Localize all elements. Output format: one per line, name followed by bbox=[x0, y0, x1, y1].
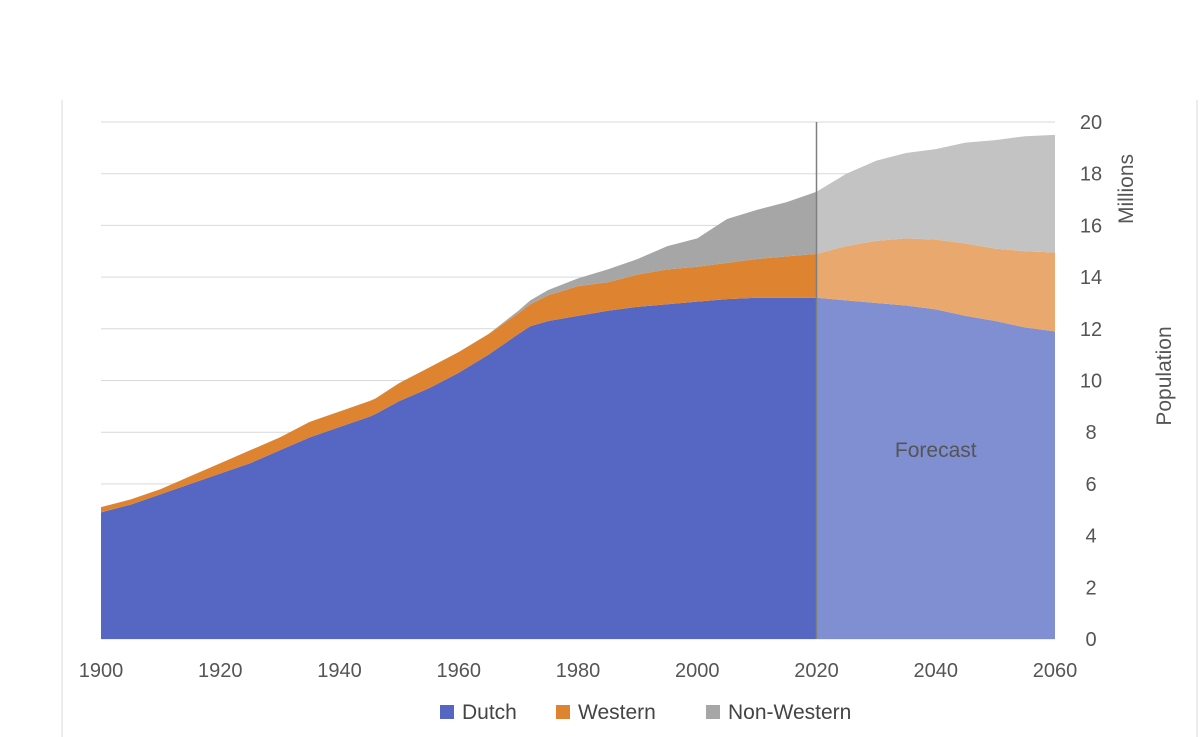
legend-swatch-dutch bbox=[440, 705, 454, 719]
area-non-western-historical bbox=[101, 191, 817, 508]
y-tick-label-14: 14 bbox=[1080, 267, 1102, 289]
area-dutch-historical bbox=[101, 297, 817, 639]
y-tick-label-8: 8 bbox=[1085, 422, 1096, 444]
y-tick-label-2: 2 bbox=[1085, 577, 1096, 599]
x-tick-label-1960: 1960 bbox=[437, 660, 482, 682]
y-tick-label-20: 20 bbox=[1080, 112, 1102, 134]
forecast-area-series bbox=[816, 134, 1055, 639]
x-tick-label-1940: 1940 bbox=[317, 660, 362, 682]
x-tick-label-2060: 2060 bbox=[1033, 660, 1078, 682]
y-tick-label-18: 18 bbox=[1080, 164, 1102, 186]
legend-label-western: Western bbox=[578, 701, 656, 724]
legend-swatch-western bbox=[556, 705, 570, 719]
x-tick-label-2020: 2020 bbox=[794, 660, 839, 682]
y-tick-label-0: 0 bbox=[1085, 629, 1096, 651]
y-tick-label-4: 4 bbox=[1085, 526, 1096, 548]
x-tick-label-2000: 2000 bbox=[675, 660, 720, 682]
area-series bbox=[101, 191, 817, 639]
area-western-historical bbox=[101, 253, 817, 513]
y-tick-label-10: 10 bbox=[1080, 371, 1102, 393]
y-tick-label-16: 16 bbox=[1080, 215, 1102, 237]
y-axis-title: Population bbox=[1153, 326, 1176, 425]
y-tick-label-6: 6 bbox=[1085, 474, 1096, 496]
y-axis-unit-label: Millions bbox=[1115, 154, 1138, 224]
area-western-forecast bbox=[816, 238, 1055, 332]
y-tick-label-12: 12 bbox=[1080, 319, 1102, 341]
x-tick-label-1920: 1920 bbox=[198, 660, 243, 682]
x-tick-label-1980: 1980 bbox=[556, 660, 601, 682]
x-tick-label-1900: 1900 bbox=[79, 660, 124, 682]
y-axis-tick-labels: 0 2 4 6 8 10 12 14 16 18 20 bbox=[1080, 112, 1102, 651]
forecast-label: Forecast bbox=[895, 439, 977, 462]
legend-label-dutch: Dutch bbox=[462, 701, 517, 724]
x-axis-tick-labels: 1900 1920 1940 1960 1980 2000 2020 2040 2060 bbox=[79, 660, 1078, 682]
area-non-western-forecast bbox=[816, 134, 1055, 254]
legend: Dutch Western Non-Western bbox=[440, 701, 851, 724]
legend-swatch-non-western bbox=[706, 705, 720, 719]
legend-label-non-western: Non-Western bbox=[728, 701, 851, 724]
area-dutch-forecast bbox=[816, 297, 1055, 639]
x-tick-label-2040: 2040 bbox=[914, 660, 959, 682]
